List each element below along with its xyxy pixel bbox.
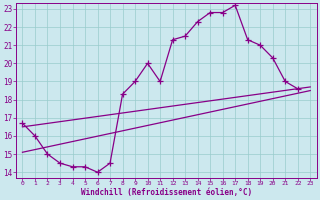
X-axis label: Windchill (Refroidissement éolien,°C): Windchill (Refroidissement éolien,°C) — [81, 188, 252, 197]
